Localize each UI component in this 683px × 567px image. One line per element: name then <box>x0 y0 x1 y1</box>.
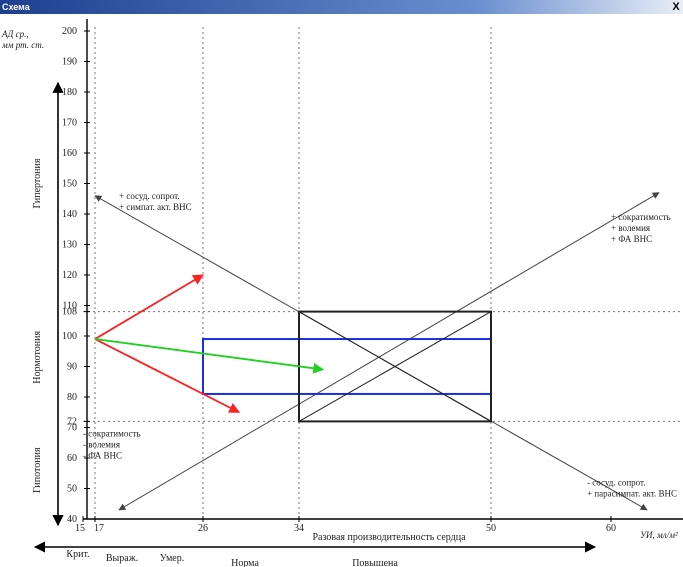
y-tick-label-70: 70 <box>67 423 77 434</box>
y-axis-label-1: АД ср., <box>1 29 29 39</box>
y-tick-label-130: 130 <box>62 240 77 251</box>
y-zone-label-2: Нормотония <box>32 331 43 384</box>
x-tick-label-34: 34 <box>294 523 304 534</box>
close-button[interactable]: X <box>672 1 680 13</box>
norm-box-diagonal-2 <box>298 311 492 422</box>
y-tick-label-80: 80 <box>67 392 77 403</box>
window-title: Схема <box>2 2 30 12</box>
x-tick-label-50: 50 <box>486 523 496 534</box>
y-zone-label-3: Гипотония <box>32 447 43 493</box>
x-tick-label-26: 26 <box>198 523 208 534</box>
y-tick-label-140: 140 <box>62 209 77 220</box>
vector-arrow-2 <box>94 338 240 414</box>
y-tick-label-40: 40 <box>67 514 77 525</box>
annotation-2-line-3: + ФА ВНС <box>611 234 652 244</box>
y-axis-label-2: мм рт. ст. <box>1 40 44 50</box>
annotation-1-line-2: + симпат. акт. ВНС <box>119 202 192 212</box>
annotation-3-line-3: - ФА ВНС <box>83 451 122 461</box>
y-tick-label-110: 110 <box>62 301 77 312</box>
y-tick-label-50: 50 <box>67 484 77 495</box>
x-zone-label-2: Выраж. <box>106 553 138 564</box>
x-zone-label-5: Повышена <box>352 558 398 567</box>
vector-arrow-1 <box>94 274 204 340</box>
x-zone-label-1: Крит. <box>66 549 89 560</box>
annotation-4-line-2: + парасимпат. акт. ВНС <box>587 488 677 498</box>
x-axis-title: Разовая производительность сердца <box>312 532 466 543</box>
y-tick-label-150: 150 <box>62 179 77 190</box>
y-tick-label-180: 180 <box>62 87 77 98</box>
x-zone-label-3: Умер. <box>160 553 184 564</box>
y-tick-label-100: 100 <box>62 331 77 342</box>
annotation-3-line-2: - волемия <box>83 440 120 450</box>
y-tick-label-200: 200 <box>62 26 77 37</box>
x-tick-label-60: 60 <box>606 523 616 534</box>
y-zone-label-1: Гипертония <box>32 158 43 208</box>
x-tick-label-17: 17 <box>94 523 104 534</box>
vector-arrow-3 <box>94 338 325 374</box>
y-tick-label-108: 108 <box>62 307 77 318</box>
annotation-2-line-2: + волемия <box>611 223 650 233</box>
target-box <box>202 338 492 395</box>
y-tick-label-190: 190 <box>62 57 77 68</box>
y-tick-label-120: 120 <box>62 270 77 281</box>
diagonal-arrow-2 <box>118 192 660 511</box>
annotation-3-line-1: - сократимость <box>83 429 141 439</box>
y-tick-label-170: 170 <box>62 118 77 129</box>
y-tick-label-160: 160 <box>62 148 77 159</box>
y-tick-label-60: 60 <box>67 453 77 464</box>
x-axis-label: УИ, мл/м² <box>640 530 678 540</box>
annotation-2-line-1: + сократимость <box>611 212 671 222</box>
annotation-4-line-1: - сосуд. сопрот. <box>587 477 646 487</box>
window-titlebar: Схема X <box>0 0 683 14</box>
y-tick-label-90: 90 <box>67 362 77 373</box>
y-tick-label-72: 72 <box>67 416 77 427</box>
annotation-1-line-1: + сосуд. сопрот. <box>119 191 180 201</box>
x-zone-label-4: Норма <box>231 558 259 567</box>
x-tick-label-15: 15 <box>75 523 85 534</box>
